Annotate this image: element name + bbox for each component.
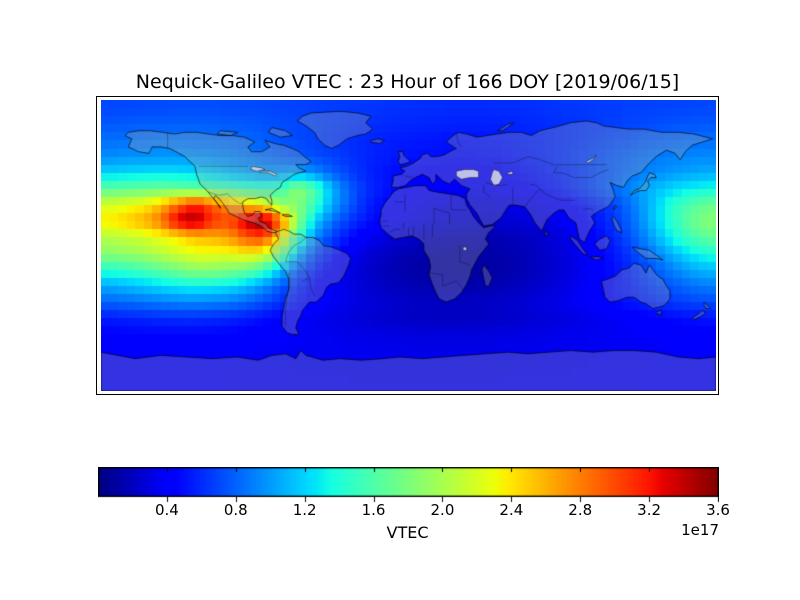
colorbar-offset-label: 1e17 <box>681 521 719 539</box>
colorbar-tick-label: 3.2 <box>637 501 662 519</box>
colorbar-tick-label: 3.6 <box>706 501 730 519</box>
colorbar-label: VTEC <box>386 523 429 542</box>
colorbar-tick-label: 2.4 <box>499 501 524 519</box>
colorbar-tick-label: 0.8 <box>223 501 248 519</box>
colorbar-tick-label: 2.8 <box>568 501 593 519</box>
colorbar-canvas <box>98 467 719 503</box>
map-canvas <box>101 100 716 391</box>
colorbar-tick-label: 0.4 <box>154 501 179 519</box>
colorbar-tick-label: 1.2 <box>292 501 317 519</box>
colorbar-tick-label: 2.0 <box>430 501 455 519</box>
colorbar-tick-label: 1.6 <box>361 501 386 519</box>
plot-title: Nequick-Galileo VTEC : 23 Hour of 166 DO… <box>135 71 680 93</box>
